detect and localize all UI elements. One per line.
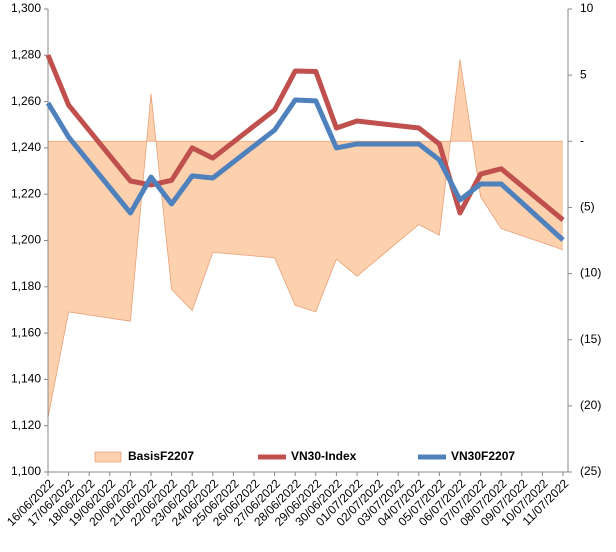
y2-tick-label: (20) xyxy=(580,398,601,412)
y-tick-label: 1,300 xyxy=(11,1,41,15)
legend-label: VN30-Index xyxy=(291,449,357,463)
y-tick-label: 1,120 xyxy=(11,418,41,432)
y-tick-label: 1,160 xyxy=(11,325,41,339)
y-tick-label: 1,260 xyxy=(11,94,41,108)
y-tick-label: 1,180 xyxy=(11,279,41,293)
y-tick-label: 1,200 xyxy=(11,233,41,247)
y-tick-label: 1,280 xyxy=(11,47,41,61)
y2-tick-label: 5 xyxy=(580,67,587,81)
y2-tick-label: (25) xyxy=(580,464,601,478)
legend-label: BasisF2207 xyxy=(128,449,194,463)
y2-tick-label: (15) xyxy=(580,332,601,346)
legend: BasisF2207 VN30-Index VN30F2207 xyxy=(94,449,515,463)
area-outline xyxy=(47,59,564,418)
y-tick-label: 1,240 xyxy=(11,140,41,154)
y2-tick-label: 10 xyxy=(580,1,594,15)
area-fill xyxy=(48,59,563,418)
line-series xyxy=(45,97,565,242)
y-tick-label: 1,100 xyxy=(11,464,41,478)
y2-tick-label: (10) xyxy=(580,266,601,280)
legend-swatch xyxy=(94,451,122,463)
legend-label: VN30F2207 xyxy=(451,449,515,463)
y2-tick-label: - xyxy=(580,133,584,147)
y2-tick-label: (5) xyxy=(580,200,595,214)
y-tick-label: 1,140 xyxy=(11,372,41,386)
y-tick-label: 1,220 xyxy=(11,186,41,200)
